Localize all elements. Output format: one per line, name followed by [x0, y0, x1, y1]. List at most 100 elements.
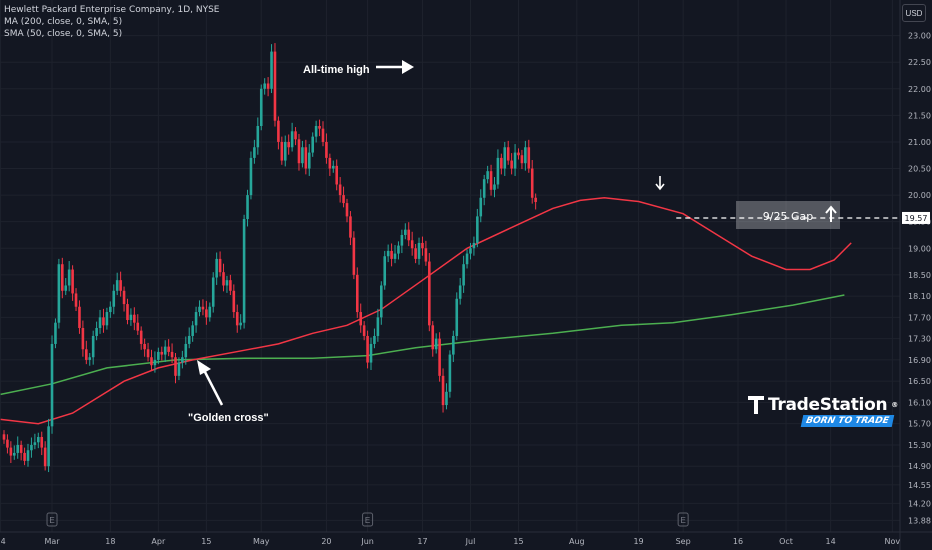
candle-body[interactable]	[19, 444, 23, 453]
candle-body[interactable]	[163, 346, 167, 355]
candle-body[interactable]	[222, 272, 225, 286]
candle-body[interactable]	[503, 147, 507, 169]
candle-body[interactable]	[318, 126, 321, 129]
candle-body[interactable]	[201, 306, 205, 310]
candle-body[interactable]	[225, 280, 229, 286]
candle-body[interactable]	[321, 128, 325, 142]
candle-body[interactable]	[74, 293, 78, 307]
candle-body[interactable]	[434, 338, 438, 350]
candle-body[interactable]	[530, 168, 534, 198]
candle-body[interactable]	[441, 375, 445, 406]
candle-body[interactable]	[112, 290, 116, 307]
candle-body[interactable]	[12, 452, 16, 456]
candle-body[interactable]	[40, 436, 44, 448]
candle-body[interactable]	[534, 197, 537, 203]
candle-body[interactable]	[527, 147, 531, 169]
candle-body[interactable]	[373, 335, 376, 344]
candle-body[interactable]	[407, 229, 411, 241]
candle-body[interactable]	[469, 248, 472, 254]
candle-body[interactable]	[122, 290, 126, 305]
candle-body[interactable]	[211, 277, 215, 307]
candle-body[interactable]	[338, 184, 342, 196]
candle-body[interactable]	[259, 88, 263, 126]
candle-body[interactable]	[71, 269, 74, 294]
candle-body[interactable]	[266, 83, 270, 89]
candle-body[interactable]	[129, 314, 133, 321]
candle-body[interactable]	[102, 317, 105, 326]
candle-body[interactable]	[352, 237, 356, 275]
candle-body[interactable]	[198, 306, 201, 313]
candle-body[interactable]	[50, 343, 54, 427]
candle-body[interactable]	[410, 240, 414, 249]
candle-body[interactable]	[496, 157, 500, 185]
candle-body[interactable]	[506, 147, 510, 161]
candle-body[interactable]	[215, 258, 218, 278]
candle-body[interactable]	[472, 242, 476, 249]
candle-body[interactable]	[280, 141, 284, 161]
candle-body[interactable]	[78, 306, 81, 328]
candle-body[interactable]	[43, 447, 47, 467]
candle-body[interactable]	[115, 280, 119, 291]
candle-body[interactable]	[524, 147, 527, 164]
candle-body[interactable]	[452, 335, 455, 355]
candle-body[interactable]	[88, 357, 92, 360]
candle-body[interactable]	[438, 338, 441, 376]
candle-body[interactable]	[64, 285, 68, 291]
candle-body[interactable]	[37, 436, 40, 443]
candle-body[interactable]	[30, 444, 33, 451]
candle-body[interactable]	[359, 312, 363, 326]
candle-body[interactable]	[235, 312, 239, 326]
candle-body[interactable]	[246, 195, 249, 220]
candle-body[interactable]	[26, 450, 30, 461]
candle-body[interactable]	[85, 349, 88, 360]
candle-body[interactable]	[486, 171, 489, 180]
legend-ma200[interactable]: MA (200, close, 0, SMA, 5)	[4, 17, 123, 27]
legend-sma50[interactable]: SMA (50, close, 0, SMA, 5)	[4, 29, 123, 39]
candle-body[interactable]	[174, 357, 177, 376]
candle-body[interactable]	[95, 328, 98, 336]
candle-body[interactable]	[270, 51, 273, 89]
candle-body[interactable]	[335, 165, 339, 185]
candle-body[interactable]	[325, 141, 328, 158]
candle-body[interactable]	[369, 343, 373, 363]
candle-body[interactable]	[242, 219, 246, 323]
candle-body[interactable]	[328, 157, 332, 169]
candle-body[interactable]	[397, 245, 400, 254]
candle-body[interactable]	[218, 258, 222, 273]
candle-body[interactable]	[61, 264, 64, 291]
candle-body[interactable]	[205, 309, 208, 318]
candle-body[interactable]	[177, 362, 181, 376]
candle-body[interactable]	[362, 325, 366, 336]
candle-body[interactable]	[510, 160, 513, 169]
candle-body[interactable]	[153, 359, 157, 366]
candle-body[interactable]	[307, 152, 311, 169]
candle-body[interactable]	[287, 141, 290, 148]
candle-body[interactable]	[349, 216, 352, 238]
candle-body[interactable]	[136, 322, 140, 331]
candle-body[interactable]	[2, 434, 6, 440]
candle-body[interactable]	[517, 152, 520, 156]
candle-body[interactable]	[47, 426, 50, 467]
candle-body[interactable]	[345, 203, 349, 217]
candle-body[interactable]	[229, 280, 232, 291]
candle-body[interactable]	[9, 447, 13, 456]
candle-body[interactable]	[331, 165, 335, 169]
earnings-marker-icon[interactable]	[677, 512, 689, 527]
candle-body[interactable]	[57, 264, 61, 323]
candle-body[interactable]	[263, 83, 266, 89]
currency-button[interactable]: USD	[902, 4, 926, 22]
candle-body[interactable]	[290, 131, 294, 148]
candle-body[interactable]	[249, 157, 253, 196]
candle-body[interactable]	[208, 306, 212, 318]
candle-body[interactable]	[489, 171, 493, 190]
candle-body[interactable]	[520, 155, 524, 164]
candle-body[interactable]	[314, 126, 318, 137]
candle-body[interactable]	[342, 195, 345, 204]
candle-body[interactable]	[139, 330, 143, 344]
candle-body[interactable]	[150, 357, 153, 366]
candle-body[interactable]	[157, 351, 160, 360]
candle-body[interactable]	[6, 439, 9, 448]
candle-body[interactable]	[458, 285, 462, 299]
candle-body[interactable]	[431, 325, 435, 350]
candle-body[interactable]	[404, 229, 407, 235]
